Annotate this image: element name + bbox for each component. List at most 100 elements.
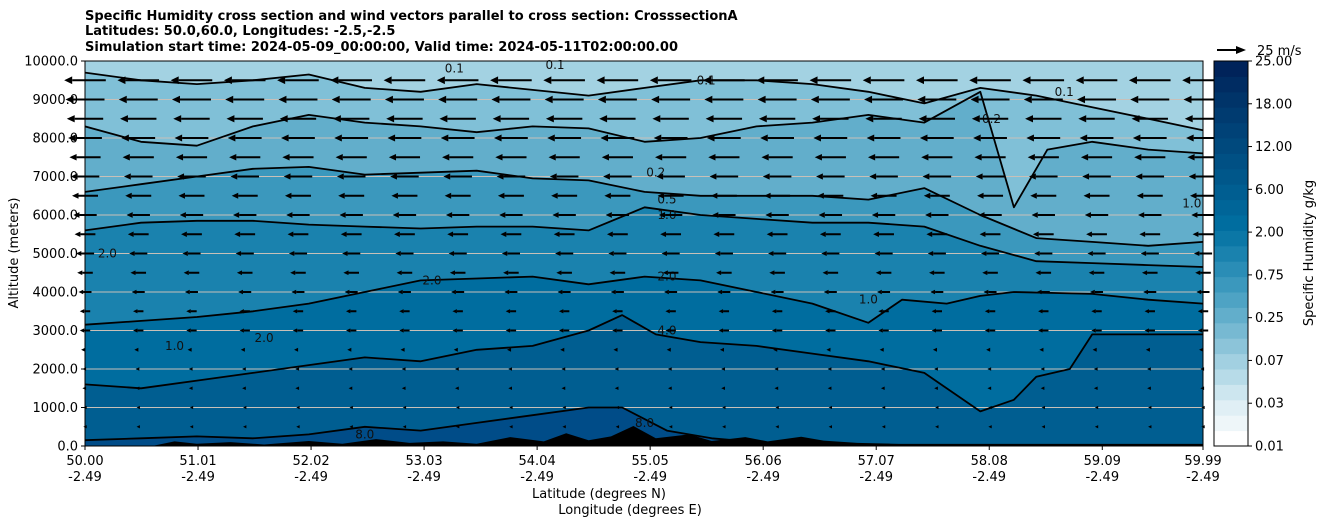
wind-arrow [395, 250, 414, 257]
wind-arrow-head [509, 405, 513, 410]
wind-arrow-head [278, 95, 287, 104]
wind-arrow [1027, 153, 1059, 161]
wind-arrow-head [821, 250, 827, 257]
wind-arrow-head [932, 347, 937, 352]
wind-arrow [814, 153, 846, 161]
wind-arrow [125, 192, 152, 199]
wind-arrow-head [1091, 328, 1096, 333]
wind-arrow-head [935, 405, 939, 410]
wind-arrow-head [508, 367, 513, 371]
wind-arrow-head [935, 425, 939, 429]
wind-arrow [452, 309, 463, 314]
wind-arrow [235, 250, 254, 257]
wind-arrow-head [1079, 134, 1088, 142]
wind-arrow-head [296, 405, 300, 410]
wind-arrow-head [507, 347, 512, 352]
wind-arrow [436, 76, 479, 85]
wind-arrow [229, 153, 261, 161]
wind-arrow-head [396, 270, 402, 276]
wind-arrow-head [722, 405, 726, 410]
wind-arrow-head [1141, 270, 1148, 276]
wind-arrow [722, 425, 726, 429]
wind-arrow-head [612, 309, 617, 314]
wind-arrow-head [452, 328, 457, 333]
wind-arrow-head [336, 173, 344, 180]
wind-arrow [455, 386, 459, 391]
wind-arrow [825, 328, 836, 333]
wind-arrow [277, 76, 319, 85]
wind-arrow-head [560, 347, 565, 352]
wind-arrow-head [917, 95, 926, 104]
wind-arrow [451, 289, 465, 295]
wind-arrow [878, 328, 889, 333]
wind-arrow [1038, 309, 1049, 314]
wind-arrow-head [240, 347, 245, 352]
wind-arrow-head [439, 115, 448, 123]
wind-arrow-head [281, 134, 289, 142]
colorbar-swatch [1214, 276, 1248, 293]
wind-arrow-head [828, 425, 833, 429]
wind-arrow [934, 367, 938, 371]
x-tick-label-lon: -2.49 [859, 470, 893, 485]
wind-arrow-head [931, 309, 937, 314]
x-tick-label-lat: 52.02 [292, 454, 329, 469]
wind-arrow [233, 212, 257, 218]
wind-arrow-head [718, 309, 724, 314]
wind-arrow [338, 192, 365, 199]
wind-arrow-head [444, 192, 452, 199]
wind-arrow [399, 328, 410, 333]
wind-arrow-head [77, 270, 83, 276]
wind-arrow [757, 95, 797, 104]
wind-arrow [597, 95, 637, 104]
wind-arrow-head [548, 153, 556, 161]
wind-arrow-head [969, 76, 978, 85]
wind-arrow-head [384, 95, 393, 104]
wind-arrow-head [1032, 231, 1039, 237]
wind-arrow-head [705, 115, 714, 123]
wind-arrow [562, 425, 566, 429]
y-tick-label: 3000.0 [33, 324, 79, 339]
wind-arrow-head [490, 76, 499, 85]
wind-arrow-head [1036, 289, 1042, 295]
wind-arrow [1134, 153, 1166, 161]
wind-arrow [183, 270, 200, 276]
wind-arrow [330, 76, 372, 85]
wind-arrow-head [230, 173, 238, 180]
wind-arrow-head [448, 250, 455, 257]
wind-arrow [503, 270, 519, 276]
wind-arrow [397, 289, 411, 295]
wind-arrow [64, 76, 106, 85]
wind-arrow [775, 405, 779, 410]
wind-arrow [615, 425, 620, 429]
wind-arrow-head [1086, 231, 1092, 237]
wind-arrow-head [338, 192, 345, 199]
wind-arrow-head [771, 309, 777, 314]
wind-arrow [288, 250, 308, 257]
wind-arrow [295, 386, 300, 391]
wind-arrow [1032, 231, 1054, 237]
wind-arrow [342, 250, 361, 257]
wind-arrow [713, 231, 735, 237]
wind-arrow [556, 270, 572, 276]
wind-arrow [179, 212, 204, 218]
wind-arrow [491, 95, 531, 104]
wind-arrow-head [288, 250, 295, 257]
y-tick-label: 2000.0 [33, 363, 79, 378]
wind-arrow [136, 425, 140, 429]
wind-arrow [879, 347, 884, 352]
wind-arrow-head [291, 289, 297, 295]
wind-arrow [980, 250, 1000, 257]
wind-arrow-head [400, 347, 405, 352]
wind-arrow [770, 289, 784, 295]
wind-arrow [181, 231, 202, 237]
wind-arrow-head [562, 405, 566, 410]
colorbar-swatch [1214, 399, 1248, 416]
wind-arrow [548, 153, 580, 161]
wind-arrow [402, 405, 407, 410]
wind-arrow [392, 212, 417, 218]
wind-arrow-head [505, 309, 511, 314]
wind-arrow-head [657, 192, 665, 199]
wind-arrow-head [822, 270, 828, 276]
wind-arrow [494, 134, 528, 142]
wind-arrow-head [764, 192, 771, 199]
